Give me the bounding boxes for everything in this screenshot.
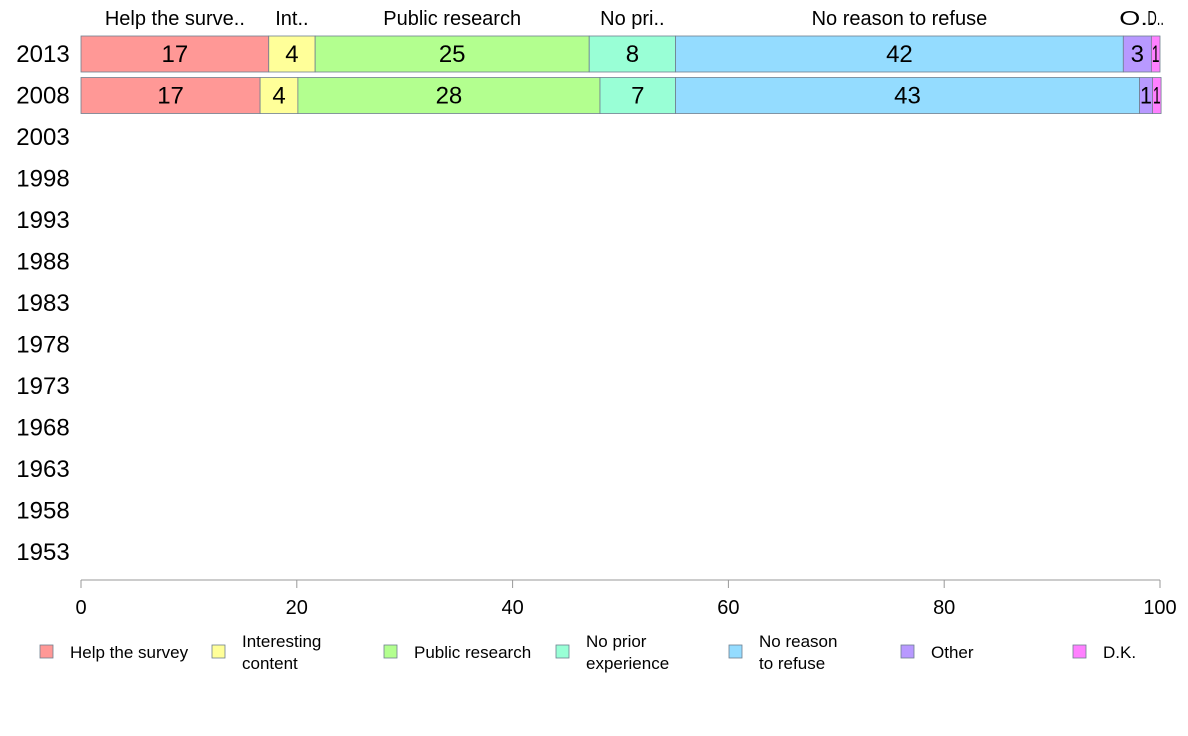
data-label: 8 bbox=[626, 41, 639, 68]
series-top-label: Int.. bbox=[275, 8, 308, 30]
data-label: 17 bbox=[157, 83, 184, 110]
data-label: 17 bbox=[162, 41, 189, 68]
legend-swatch bbox=[211, 644, 226, 659]
legend-swatch bbox=[1072, 644, 1087, 659]
y-tick-label: 1978 bbox=[16, 332, 69, 359]
series-top-label: No reason to refuse bbox=[812, 8, 988, 30]
bar-segment bbox=[675, 35, 1124, 73]
y-axis-tick-labels: 2013 2008 2003 1998 1993 1988 1983 1978 1973 1968… bbox=[16, 41, 69, 566]
data-label: 1 bbox=[1153, 83, 1161, 110]
segment-top-labels: Help the surve.. Int.. Public research No p… bbox=[105, 8, 1164, 30]
bar-segment bbox=[268, 35, 316, 73]
y-tick-label: 1983 bbox=[16, 290, 69, 317]
y-tick-label: 1968 bbox=[16, 415, 69, 442]
series-top-label: D.. bbox=[1147, 8, 1164, 30]
legend-swatch bbox=[383, 644, 398, 659]
bar-segment bbox=[1152, 77, 1162, 114]
data-label: 7 bbox=[631, 83, 644, 110]
data-label: 4 bbox=[272, 83, 285, 110]
data-label: 25 bbox=[439, 41, 466, 68]
x-tick-label: 20 bbox=[286, 597, 308, 619]
data-label: 28 bbox=[436, 83, 463, 110]
x-tick-label: 60 bbox=[717, 597, 739, 619]
legend-label: Other bbox=[931, 643, 974, 662]
y-tick-label: 1998 bbox=[16, 166, 69, 193]
y-tick-label: 1958 bbox=[16, 498, 69, 525]
legend-label: No reason to refuse bbox=[759, 632, 837, 673]
legend-label: Public research bbox=[414, 643, 531, 662]
y-tick-label: 1953 bbox=[16, 539, 69, 566]
series-top-label: Public research bbox=[383, 8, 521, 30]
x-tick-label: 100 bbox=[1143, 597, 1176, 619]
legend-label: Interesting content bbox=[242, 632, 321, 673]
legend-swatch bbox=[900, 644, 915, 659]
data-label: 1 bbox=[1152, 41, 1160, 68]
legend-label: D.K. bbox=[1103, 643, 1136, 662]
x-tick-label: 80 bbox=[933, 597, 955, 619]
series-top-label: No pri.. bbox=[600, 8, 664, 30]
legend-label: Help the survey bbox=[70, 643, 189, 662]
bars: 17 4 25 8 42 3 117 4 28 7 43 1 1 bbox=[80, 35, 1162, 114]
y-tick-label: 2003 bbox=[16, 124, 69, 151]
bar-segment bbox=[80, 77, 261, 114]
data-label: 4 bbox=[285, 41, 298, 68]
data-label: 1 bbox=[1140, 83, 1152, 110]
bar-segment bbox=[1122, 35, 1152, 73]
y-tick-label: 1993 bbox=[16, 207, 69, 234]
legend-swatch bbox=[728, 644, 743, 659]
data-label: 3 bbox=[1131, 41, 1144, 68]
bar-segment bbox=[259, 77, 299, 114]
bar-segment bbox=[675, 77, 1140, 114]
x-tick-label: 0 bbox=[75, 597, 86, 619]
legend-swatch bbox=[555, 644, 570, 659]
y-tick-label: 2013 bbox=[16, 41, 69, 68]
data-label: 43 bbox=[894, 83, 921, 110]
legend: Help the survey Interesting content Public … bbox=[39, 632, 1136, 673]
data-label: 42 bbox=[886, 41, 913, 68]
legend-label: No prior experience bbox=[586, 632, 669, 673]
bar-segment bbox=[1150, 35, 1161, 73]
y-tick-label: 2008 bbox=[16, 83, 69, 110]
legend-swatch bbox=[39, 644, 54, 659]
y-tick-label: 1988 bbox=[16, 249, 69, 276]
y-tick-label: 1963 bbox=[16, 456, 69, 483]
x-tick-label: 40 bbox=[501, 597, 523, 619]
series-top-label: O.. bbox=[1119, 8, 1155, 30]
series-top-label: Help the surve.. bbox=[105, 8, 245, 30]
bar-segment bbox=[297, 77, 601, 114]
y-tick-label: 1973 bbox=[16, 373, 69, 400]
x-axis: 0 20 40 60 80 100 bbox=[75, 579, 1177, 619]
